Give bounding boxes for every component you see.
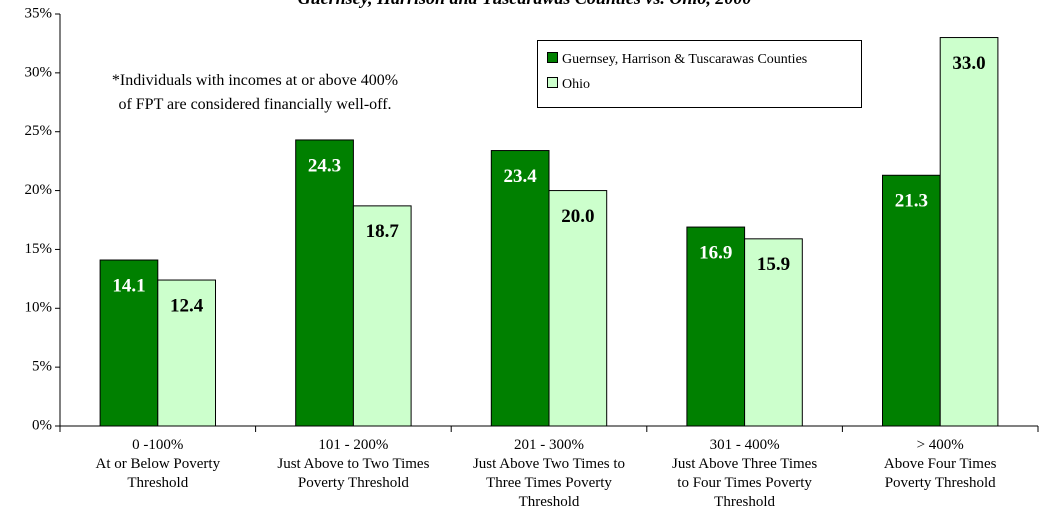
value-label: 16.9: [699, 242, 732, 263]
y-tick-label: 25%: [25, 123, 53, 139]
x-tick-label: > 400% Above Four Times Poverty Threshol…: [883, 437, 997, 491]
legend-swatch: [547, 77, 558, 88]
legend-item: Ohio: [547, 77, 590, 93]
y-tick-label: 30%: [25, 64, 53, 80]
y-tick-label: 20%: [25, 182, 53, 198]
x-tick-label: 101 - 200% Just Above to Two Times Pover…: [277, 437, 430, 491]
bar: [99, 259, 159, 427]
bar: [157, 279, 217, 427]
value-label: 18.7: [366, 221, 400, 242]
y-tick-label: 10%: [25, 300, 53, 316]
y-tick-label: 35%: [25, 5, 53, 21]
value-label: 21.3: [895, 191, 928, 212]
y-tick-label: 5%: [32, 359, 52, 375]
bar: [744, 238, 803, 427]
bar: [939, 37, 999, 427]
legend: Guernsey, Harrison & Tuscarawas Counties…: [537, 40, 862, 108]
bar: [295, 139, 354, 427]
annotation: *Individuals with incomes at or above 40…: [111, 72, 399, 113]
x-tick-label: 201 - 300% Just Above Two Times to Three…: [472, 437, 626, 510]
value-label: 12.4: [170, 295, 204, 316]
legend-item: Guernsey, Harrison & Tuscarawas Counties: [547, 52, 807, 68]
bar: [490, 150, 550, 427]
y-tick-label: 0%: [32, 417, 52, 433]
value-label: 23.4: [504, 166, 538, 187]
value-label: 14.1: [112, 275, 145, 296]
legend-label: Guernsey, Harrison & Tuscarawas Counties: [562, 52, 808, 67]
value-label: 33.0: [952, 53, 985, 74]
bar: [881, 174, 941, 427]
value-label: 20.0: [561, 206, 594, 227]
value-label: 24.3: [308, 155, 341, 176]
legend-swatch: [547, 52, 558, 63]
chart-title: Guernsey, Harrison and Tuscarawas Counti…: [0, 0, 1049, 9]
bar: [548, 190, 608, 427]
legend-label: Ohio: [562, 77, 590, 92]
x-tick-label: 0 -100% At or Below Poverty Threshold: [95, 437, 221, 491]
value-label: 15.9: [757, 254, 790, 275]
bar: [352, 205, 412, 427]
x-tick-label: 301 - 400% Just Above Three Times to Fou…: [672, 437, 818, 510]
y-tick-label: 15%: [25, 241, 53, 257]
bar: [686, 226, 746, 427]
